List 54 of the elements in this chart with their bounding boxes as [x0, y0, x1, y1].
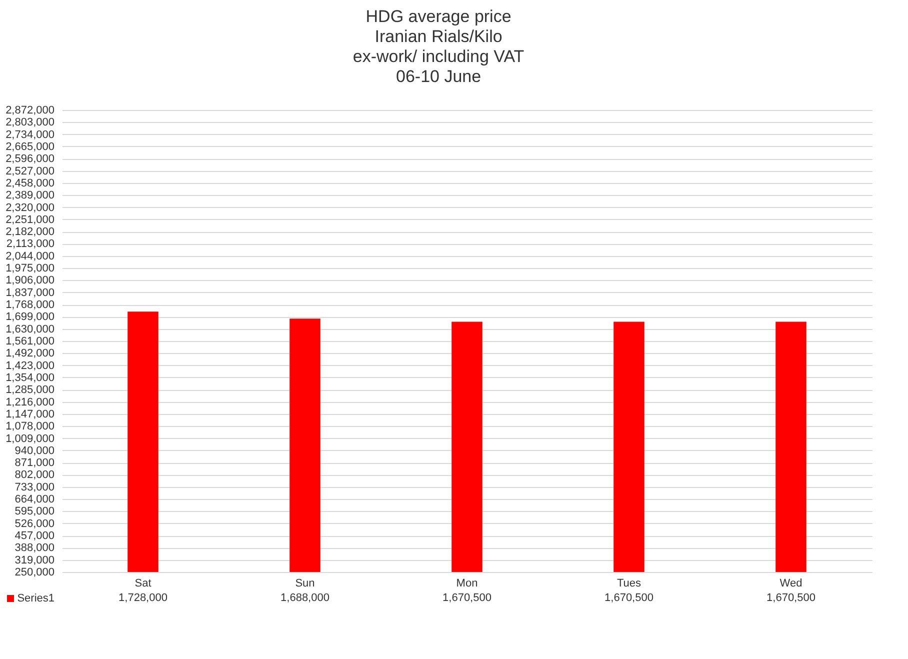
- y-tick-label: 2,665,000: [6, 140, 54, 153]
- y-tick-label: 457,000: [14, 530, 54, 542]
- y-tick-label: 1,078,000: [6, 420, 54, 433]
- y-tick-label: 2,113,000: [6, 238, 54, 250]
- y-tick-label: 595,000: [14, 506, 54, 518]
- y-tick-label: 388,000: [14, 542, 54, 554]
- y-tick-label: 1,837,000: [6, 286, 54, 299]
- y-tick-label: 2,734,000: [6, 128, 54, 141]
- y-tick-label: 1,906,000: [6, 274, 54, 287]
- y-tick-label: 526,000: [14, 518, 54, 530]
- y-tick-label: 1,009,000: [6, 432, 54, 445]
- text: HDG average price: [366, 7, 512, 26]
- y-tick-label: 319,000: [14, 554, 54, 566]
- data-label: 1,728,000: [118, 592, 168, 604]
- y-tick-label: 250,000: [14, 566, 54, 578]
- data-label: 1,670,500: [766, 592, 816, 604]
- data-label: 1,688,000: [280, 592, 330, 604]
- y-tick-label: 2,044,000: [6, 250, 54, 262]
- y-tick-label: 1,768,000: [6, 299, 54, 312]
- y-tick-label: 1,561,000: [6, 336, 54, 348]
- y-tick-label: 1,423,000: [6, 360, 54, 372]
- y-tick-label: 2,458,000: [6, 177, 54, 190]
- y-tick-label: 2,527,000: [6, 165, 54, 178]
- y-tick-label: 1,699,000: [6, 311, 54, 324]
- text: 06-10 June: [396, 67, 482, 86]
- y-tick-label: 2,251,000: [6, 214, 54, 226]
- y-tick-label: 1,975,000: [6, 262, 54, 275]
- y-tick-label: 1,147,000: [6, 408, 54, 420]
- y-tick-label: 664,000: [14, 494, 54, 506]
- legend-label: Series1: [17, 592, 54, 604]
- y-tick-label: 802,000: [14, 469, 54, 482]
- y-tick-label: 1,354,000: [6, 372, 54, 384]
- y-tick-label: 2,803,000: [6, 116, 54, 129]
- x-tick-label: Sat: [134, 578, 152, 590]
- y-tick-label: 2,389,000: [6, 190, 54, 202]
- y-tick-label: 733,000: [14, 481, 54, 494]
- x-tick-label: Sun: [295, 578, 315, 590]
- x-tick-label: Tues: [616, 578, 642, 590]
- x-tick-label: Wed: [780, 578, 802, 590]
- y-tick-label: 1,492,000: [6, 348, 54, 360]
- y-tick-label: 1,216,000: [6, 396, 54, 408]
- y-tick-label: 2,872,000: [6, 104, 54, 116]
- x-tick-label: Mon: [456, 578, 478, 590]
- y-tick-label: 2,320,000: [6, 202, 54, 214]
- data-label: 1,670,500: [442, 592, 492, 604]
- y-tick-label: 871,000: [14, 457, 54, 470]
- y-tick-label: 940,000: [14, 444, 54, 457]
- y-tick-label: 1,630,000: [6, 323, 54, 336]
- y-tick-label: 2,596,000: [6, 153, 54, 166]
- y-tick-label: 2,182,000: [6, 226, 54, 238]
- text: ex-work/ including VAT: [352, 47, 524, 66]
- y-tick-label: 1,285,000: [6, 384, 54, 396]
- text: Iranian Rials/Kilo: [374, 27, 502, 46]
- data-label: 1,670,500: [604, 592, 654, 604]
